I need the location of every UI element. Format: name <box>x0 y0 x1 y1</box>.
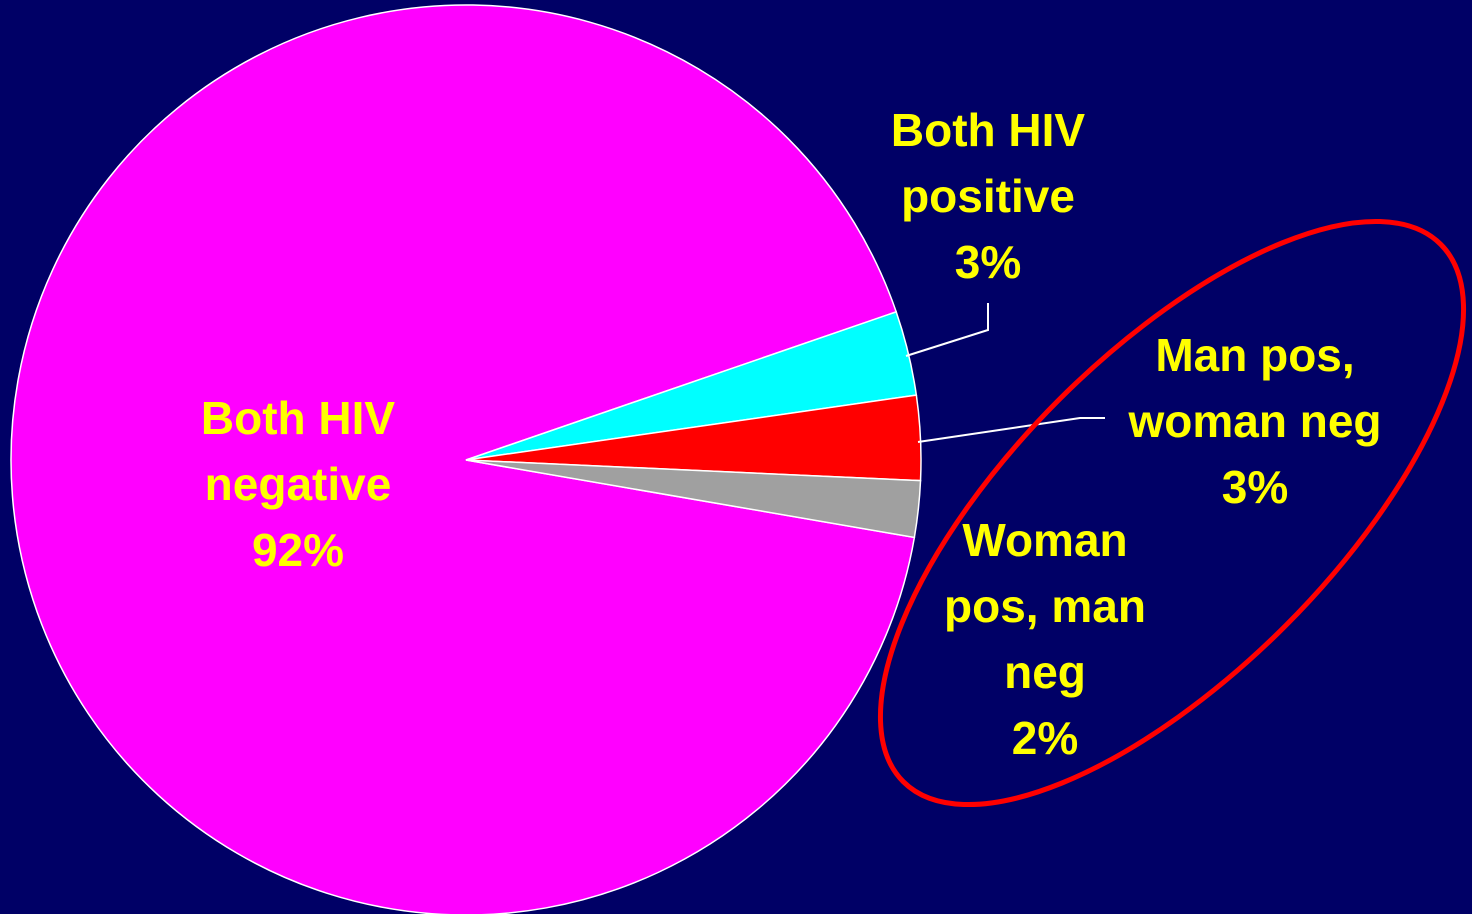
category-label: Both HIV negative <box>200 392 396 510</box>
value-label: 3% <box>954 236 1022 288</box>
slice-label: Both HIV negative 92% <box>148 385 448 583</box>
value-label: 2% <box>1011 712 1079 764</box>
category-label: Woman pos, man neg <box>944 514 1146 698</box>
category-label: Man pos, woman neg <box>1128 329 1382 447</box>
pie-slice <box>10 4 916 914</box>
leader-line <box>905 303 989 357</box>
slice-label: Man pos, woman neg 3% <box>1105 322 1405 520</box>
value-label: 92% <box>251 524 345 576</box>
pie-slice <box>465 459 922 539</box>
highlight-ellipse <box>877 218 1467 808</box>
leader-line <box>917 417 1105 443</box>
category-label: Both HIV positive <box>890 104 1086 222</box>
value-label: 3% <box>1221 461 1289 513</box>
slice-label: Woman pos, man neg 2% <box>925 507 1165 771</box>
pie <box>10 4 922 914</box>
slice-label: Both HIV positive 3% <box>858 97 1118 295</box>
